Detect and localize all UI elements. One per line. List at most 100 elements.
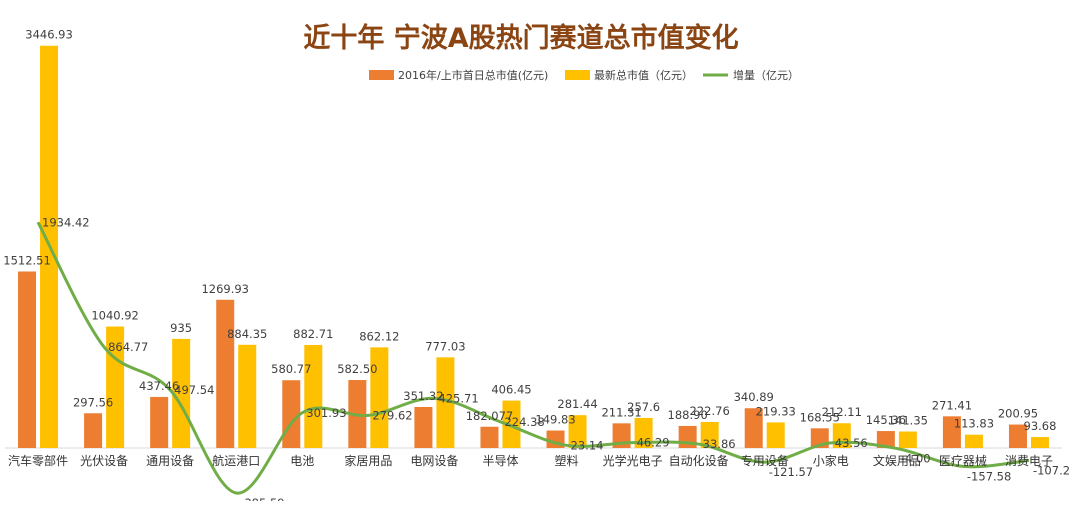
bar-start-value <box>480 426 499 448</box>
data-label-increment: -107.27 <box>1033 464 1070 478</box>
x-tick-label: 电池 <box>290 454 314 468</box>
data-label-latest-value: 884.35 <box>227 327 267 341</box>
data-label-latest-value: 406.45 <box>491 383 531 397</box>
chart-title: 近十年 宁波A股热门赛道总市值变化 <box>303 22 738 54</box>
x-tick-label: 光学光电子 <box>603 453 663 468</box>
data-label-start-value: 351.32 <box>403 389 443 403</box>
bar-latest-value <box>634 417 653 448</box>
data-label-increment: -121.57 <box>769 465 813 479</box>
data-label-increment: 224.38 <box>504 415 544 429</box>
legend-label-latest-value: 最新总市值（亿元） <box>594 68 693 82</box>
bar-start-value <box>414 407 433 448</box>
bar-start-value <box>744 408 763 448</box>
data-label-increment: -157.58 <box>967 469 1011 483</box>
data-label-latest-value: 935 <box>170 321 192 335</box>
legend-label-increment: 增量（亿元） <box>733 68 799 82</box>
x-tick-label: 小家电 <box>813 453 849 468</box>
data-label-increment: 425.71 <box>438 391 478 405</box>
data-label-latest-value: 219.33 <box>756 404 796 418</box>
data-label-latest-value: 222.76 <box>690 404 730 418</box>
data-label-latest-value: 3446.93 <box>25 28 73 42</box>
bar-latest-value <box>106 326 125 448</box>
bar-start-value <box>1008 424 1027 448</box>
bar-latest-value <box>172 338 191 448</box>
bar-latest-value <box>502 400 521 448</box>
legend-swatch-start-value <box>369 70 394 80</box>
data-label-increment: 497.54 <box>174 383 214 397</box>
increment-line <box>36 221 1030 495</box>
x-tick-label: 文娱用品 <box>873 453 921 468</box>
bars-layer <box>18 45 1049 448</box>
x-tick-label: 专用设备 <box>741 453 789 468</box>
bar-latest-value <box>1030 437 1049 448</box>
x-tick-label: 通用设备 <box>146 454 194 468</box>
bar-latest-value <box>436 357 455 448</box>
data-label-latest-value: 281.44 <box>557 397 597 411</box>
bar-start-value <box>18 271 37 448</box>
x-tick-label: 自动化设备 <box>669 454 729 468</box>
data-label-start-value: 200.95 <box>998 407 1038 421</box>
data-label-start-value: 182.077 <box>466 409 514 423</box>
data-label-increment: 46.29 <box>637 436 670 450</box>
data-label-latest-value: 113.83 <box>954 417 994 431</box>
increment-line-layer <box>36 221 1030 495</box>
data-label-latest-value: 141.35 <box>888 414 928 428</box>
data-label-increment: 301.93 <box>306 406 346 420</box>
bar-latest-value <box>964 434 983 448</box>
bar-start-value <box>876 431 895 448</box>
legend: 2016年/上市首日总市值(亿元) 最新总市值（亿元） 增量（亿元） <box>369 68 799 82</box>
x-tick-label: 汽车零部件 <box>8 453 68 468</box>
bar-start-value <box>84 413 103 448</box>
legend-label-start-value: 2016年/上市首日总市值(亿元) <box>398 68 548 82</box>
data-label-start-value: 168.55 <box>800 410 840 424</box>
bar-start-value <box>282 380 301 448</box>
data-label-start-value: 1269.93 <box>201 282 249 296</box>
data-label-increment: 33.86 <box>703 437 736 451</box>
x-tick-label: 航运港口 <box>212 453 260 468</box>
x-tick-label: 消费电子 <box>1005 454 1053 468</box>
bar-start-value <box>942 416 961 448</box>
labels-layer: 1512.51 3446.93 汽车零部件 1934.42 297.56 1040.92 光… <box>3 28 1070 505</box>
data-label-increment: 864.77 <box>108 340 148 354</box>
bar-latest-value <box>700 422 719 448</box>
data-label-latest-value: 1040.92 <box>91 309 139 323</box>
legend-swatch-latest-value <box>565 70 590 80</box>
data-label-start-value: 271.41 <box>932 398 972 412</box>
bar-latest-value <box>568 415 587 448</box>
bar-start-value <box>216 299 235 448</box>
bar-start-value <box>150 396 169 448</box>
data-label-start-value: 437.46 <box>139 379 179 393</box>
x-tick-label: 电网设备 <box>410 454 458 468</box>
data-label-start-value: 211.31 <box>601 405 641 419</box>
data-label-start-value: 149.83 <box>535 413 575 427</box>
x-tick-label: 家居用品 <box>344 453 392 468</box>
bar-latest-value <box>898 431 917 448</box>
data-label-latest-value: 257.6 <box>627 400 660 414</box>
data-label-start-value: 297.56 <box>73 395 113 409</box>
data-label-increment: 1934.42 <box>42 215 90 229</box>
x-tick-label: 光伏设备 <box>80 454 128 468</box>
data-label-latest-value: 212.11 <box>822 405 862 419</box>
data-label-start-value: 145.36 <box>866 413 906 427</box>
data-label-increment: 279.62 <box>372 408 412 422</box>
data-label-start-value: 1512.51 <box>3 253 51 267</box>
data-label-increment: -4.00 <box>901 451 931 465</box>
x-tick-label: 医疗器械 <box>939 453 987 468</box>
x-tick-label: 半导体 <box>482 454 518 468</box>
bar-latest-value <box>766 422 785 448</box>
data-label-start-value: 340.89 <box>734 390 774 404</box>
data-label-increment: 43.56 <box>835 436 868 450</box>
data-label-latest-value: 882.71 <box>293 327 333 341</box>
bar-latest-value <box>304 344 323 448</box>
x-tick-label: 塑料 <box>555 453 579 468</box>
data-label-latest-value: 777.03 <box>425 339 465 353</box>
data-label-start-value: 580.77 <box>271 362 311 376</box>
data-label-start-value: 188.90 <box>668 408 708 422</box>
data-label-latest-value: 93.68 <box>1024 419 1057 433</box>
bar-latest-value <box>370 347 389 448</box>
bar-latest-value <box>238 344 257 448</box>
data-label-latest-value: 862.12 <box>359 329 399 343</box>
data-label-start-value: 582.50 <box>337 362 377 376</box>
